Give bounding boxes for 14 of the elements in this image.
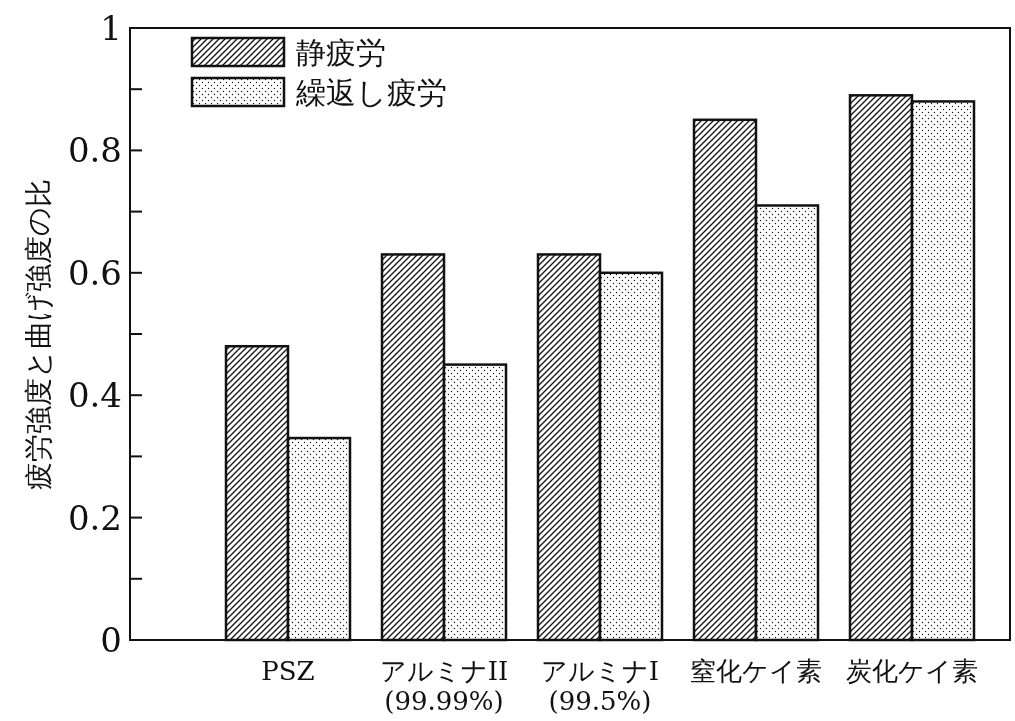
x-tick-label: アルミナI (99.5%)	[540, 656, 660, 716]
y-tick-label: 0.6	[67, 252, 122, 293]
y-tick-label: 0.8	[67, 130, 122, 171]
y-axis-title: 疲労強度と曲げ強度の比	[22, 178, 55, 490]
legend-label: 繰返し疲労	[295, 75, 447, 110]
x-tick-label: 窒化ケイ素	[690, 656, 822, 686]
y-tick-label: 0.2	[67, 497, 122, 538]
x-tick-label: アルミナII (99.99%)	[379, 656, 509, 716]
y-tick-label: 0.4	[67, 375, 122, 416]
x-tick-label: 炭化ケイ素	[846, 656, 978, 686]
y-tick-label: 1	[100, 8, 122, 48]
x-tick-label: PSZ	[261, 656, 315, 686]
legend-label: 静疲労	[296, 35, 386, 70]
y-tick-label: 0	[100, 620, 122, 660]
